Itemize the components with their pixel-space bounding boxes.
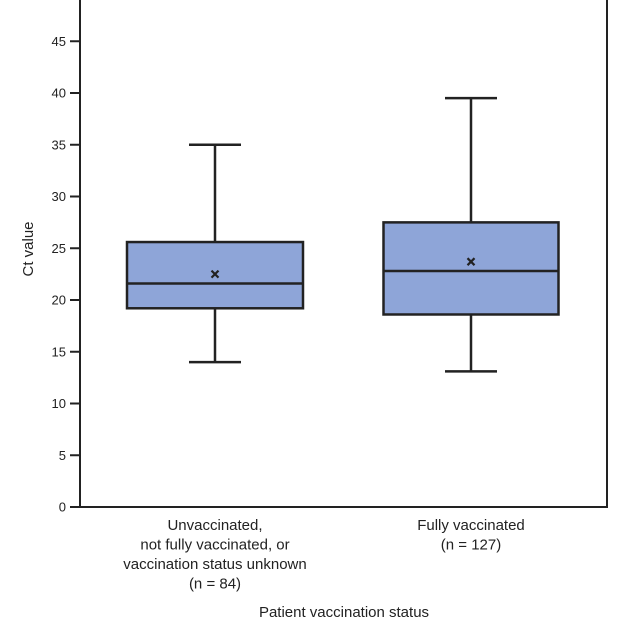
y-axis-title: Ct value (20, 221, 37, 276)
category-label-line: (n = 84) (189, 576, 241, 593)
y-tick-label: 0 (59, 500, 66, 515)
iqr-box (382, 221, 560, 316)
box-plot-series (125, 96, 560, 373)
mean-marker-stroke (210, 269, 220, 279)
category-labels: Unvaccinated, not fully vaccinated, or vac… (123, 517, 525, 593)
y-tick-label: 20 (52, 293, 66, 308)
category-label-line: Unvaccinated, (167, 517, 262, 534)
y-tick-label: 40 (52, 86, 66, 101)
y-tick-label: 30 (52, 189, 66, 204)
box-group (125, 143, 305, 364)
y-tick-label: 45 (52, 34, 66, 49)
mean-marker-stroke (466, 257, 476, 266)
y-tick-label: 15 (52, 344, 66, 359)
box-group (382, 96, 560, 373)
category-label-line: not fully vaccinated, or (140, 537, 289, 554)
y-axis-ticks: 0 5 10 15 20 25 30 35 40 45 (52, 34, 80, 515)
mean-marker (210, 269, 220, 279)
y-tick-label: 25 (52, 241, 66, 256)
x-axis-title: Patient vaccination status (259, 604, 429, 621)
y-tick-label: 5 (59, 448, 66, 463)
category-label-line: vaccination status unknown (123, 556, 306, 573)
mean-marker (466, 257, 476, 266)
category-label-line: Fully vaccinated (417, 517, 525, 534)
y-tick-label: 35 (52, 137, 66, 152)
category-label-line: (n = 127) (441, 537, 501, 554)
y-tick-label: 10 (52, 396, 66, 411)
